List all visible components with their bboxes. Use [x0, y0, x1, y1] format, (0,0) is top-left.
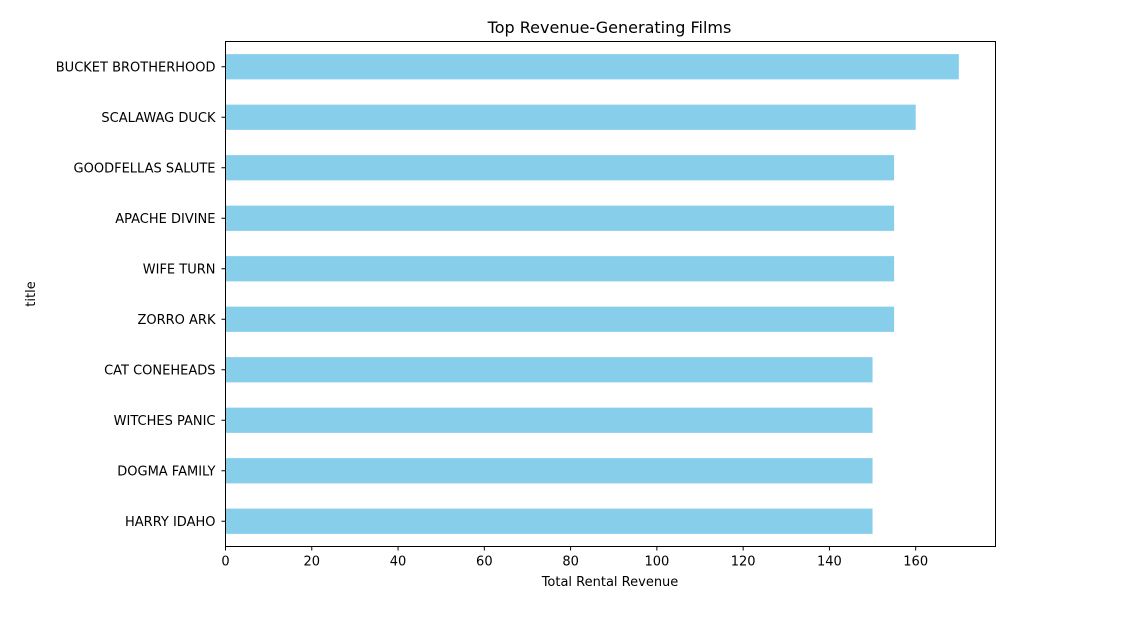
x-tick-label: 100	[644, 555, 669, 570]
x-tick-label: 120	[731, 555, 756, 570]
x-tick-label: 60	[476, 555, 493, 570]
bar	[225, 458, 873, 484]
x-axis-label: Total Rental Revenue	[541, 575, 679, 590]
x-axis: 0 20 40 60 80 100 120 140 160	[221, 546, 928, 570]
y-tick-label: HARRY IDAHO	[125, 515, 216, 530]
y-tick-label: DOGMA FAMILY	[117, 464, 215, 479]
bar	[225, 306, 895, 332]
bar	[225, 205, 895, 231]
bar	[225, 104, 916, 130]
y-tick-label: WITCHES PANIC	[114, 414, 216, 429]
y-tick-label: BUCKET BROTHERHOOD	[56, 60, 216, 75]
plot-frame	[225, 41, 996, 547]
x-tick-label: 40	[390, 555, 407, 570]
y-tick-label: APACHE DIVINE	[115, 212, 215, 227]
y-axis-label: title	[24, 281, 39, 306]
y-axis: BUCKET BROTHERHOOD SCALAWAG DUCK GOODFELLA…	[56, 60, 226, 530]
x-tick-label: 20	[304, 555, 321, 570]
x-tick-label: 160	[903, 555, 928, 570]
bar	[225, 54, 959, 80]
bar	[225, 155, 895, 181]
bar	[225, 407, 873, 433]
bar	[225, 357, 873, 383]
bar	[225, 256, 895, 282]
x-tick-label: 140	[817, 555, 842, 570]
y-tick-label: WIFE TURN	[143, 262, 216, 277]
bar	[225, 508, 873, 534]
chart-title: Top Revenue-Generating Films	[487, 18, 732, 37]
y-tick-label: CAT CONEHEADS	[104, 363, 215, 378]
y-tick-label: ZORRO ARK	[137, 313, 215, 328]
y-tick-label: GOODFELLAS SALUTE	[74, 161, 216, 176]
bars-layer	[225, 54, 959, 534]
x-tick-label: 0	[221, 555, 229, 570]
y-tick-label: SCALAWAG DUCK	[101, 111, 216, 126]
x-tick-label: 80	[562, 555, 579, 570]
